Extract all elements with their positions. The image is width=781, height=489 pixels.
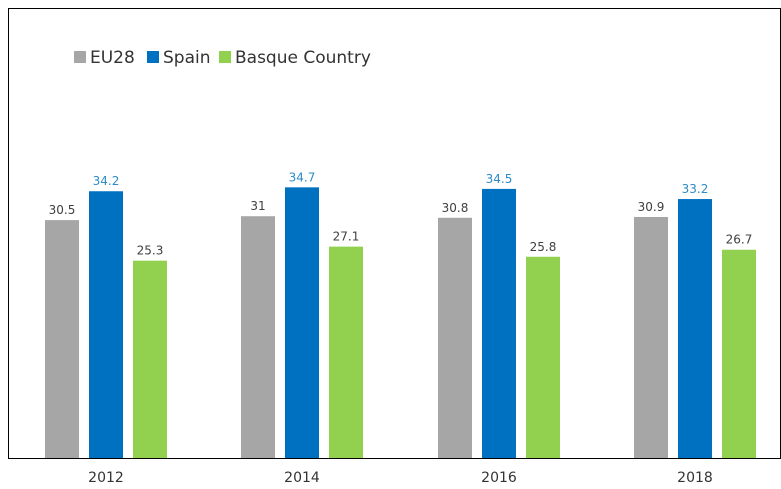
bar-2016-1 xyxy=(482,188,516,458)
bar-2018-2 xyxy=(722,249,756,458)
x-axis-ticks: 2012 2014 2016 2018 xyxy=(88,470,713,486)
bar-2016-2 xyxy=(526,256,560,458)
legend-swatch-0 xyxy=(74,51,86,63)
bar-2016-0 xyxy=(438,217,472,458)
bar-label-2012-0: 30.5 xyxy=(49,203,76,217)
bar-2012-1 xyxy=(89,191,123,459)
legend: EU28 Spain Basque Country xyxy=(74,48,371,68)
bar-2014-1 xyxy=(285,187,319,458)
bar-label-2016-1: 34.5 xyxy=(486,172,513,186)
bar-label-2016-2: 25.8 xyxy=(530,240,557,254)
x-tick-label-2016: 2016 xyxy=(481,470,517,486)
bar-labels: 30.5 34.2 25.3 31 34.7 27.1 30.8 34.5 25.8 30.9 33… xyxy=(49,170,753,257)
bar-label-2018-0: 30.9 xyxy=(638,200,665,214)
legend-label-2: Basque Country xyxy=(235,48,371,68)
bar-label-2018-2: 26.7 xyxy=(726,233,753,247)
bar-label-2012-1: 34.2 xyxy=(93,174,120,188)
bar-2018-1 xyxy=(678,199,712,459)
x-tick-label-2012: 2012 xyxy=(88,470,124,486)
legend-label-1: Spain xyxy=(163,48,211,68)
legend-swatch-2 xyxy=(219,51,231,63)
bar-2014-2 xyxy=(329,246,363,458)
x-tick-label-2014: 2014 xyxy=(284,470,320,486)
bar-label-2014-1: 34.7 xyxy=(289,170,316,184)
bars xyxy=(45,187,756,459)
x-tick-label-2018: 2018 xyxy=(677,470,713,486)
bar-2014-0 xyxy=(241,216,275,458)
bar-label-2012-2: 25.3 xyxy=(137,244,164,258)
legend-label-0: EU28 xyxy=(90,48,135,68)
bar-label-2018-1: 33.2 xyxy=(682,182,709,196)
bar-2018-0 xyxy=(634,216,668,458)
legend-swatch-1 xyxy=(147,51,159,63)
bar-label-2014-0: 31 xyxy=(250,199,265,213)
bar-2012-0 xyxy=(45,220,79,458)
bar-2012-2 xyxy=(133,260,167,458)
bar-label-2016-0: 30.8 xyxy=(442,201,469,215)
bar-label-2014-2: 27.1 xyxy=(333,230,360,244)
